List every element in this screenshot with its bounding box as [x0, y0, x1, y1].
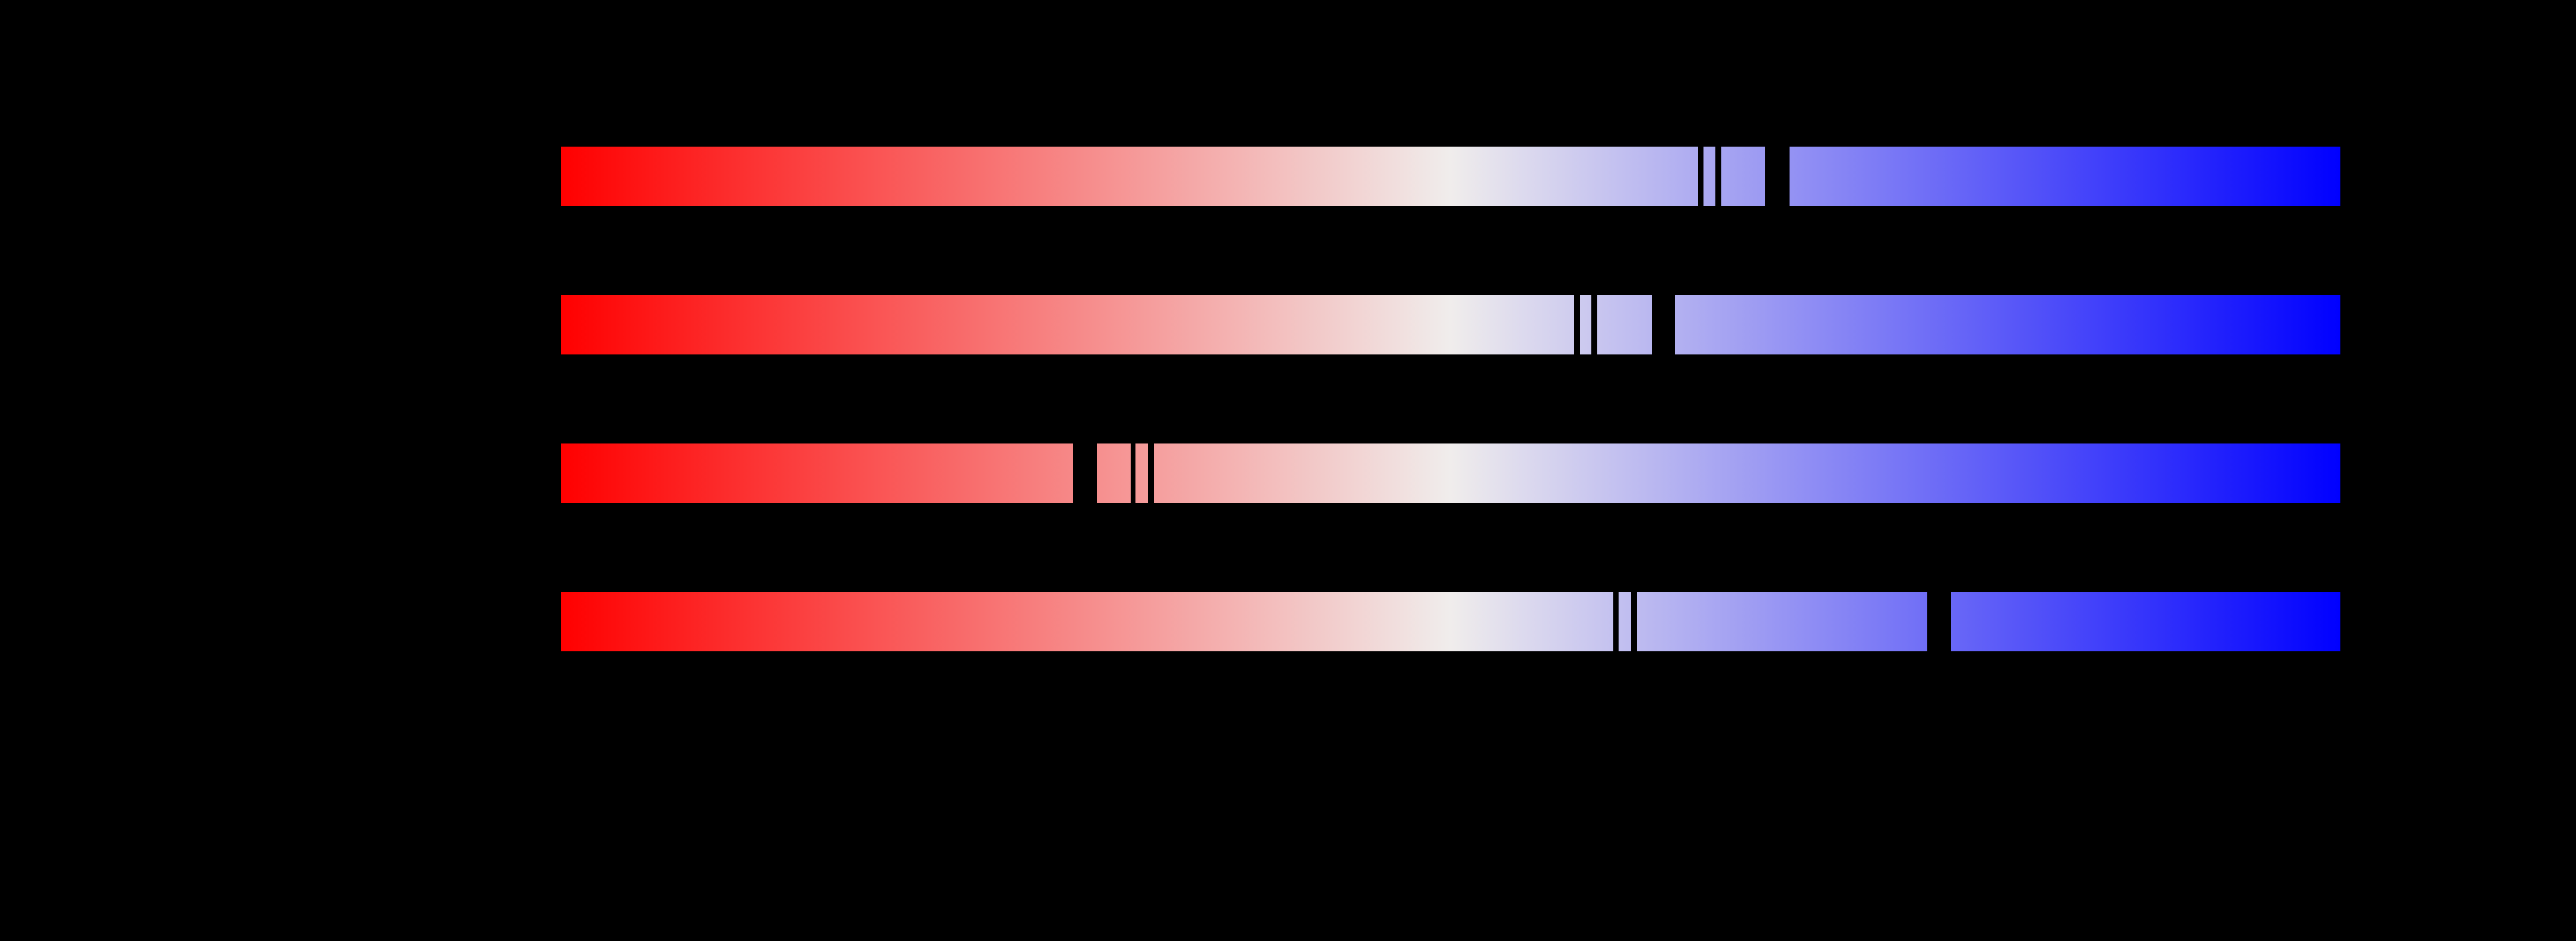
data-gap [1148, 443, 1154, 503]
data-gap [1591, 294, 1598, 355]
data-gap [1130, 443, 1136, 503]
data-gap [1652, 294, 1676, 355]
data-gap [1574, 294, 1580, 355]
gradient-bar-row-1 [561, 146, 2340, 207]
data-gap [1927, 591, 1952, 652]
data-gap [1715, 146, 1721, 207]
data-gap [1073, 443, 1097, 503]
gradient-bar-row-4 [561, 591, 2340, 652]
data-gap [1698, 146, 1703, 207]
gradient-bar-row-2 [561, 294, 2340, 355]
data-gap [1630, 591, 1638, 652]
data-gap [1613, 591, 1619, 652]
gradient-bar-row-3 [561, 443, 2340, 503]
data-gap [1765, 146, 1790, 207]
